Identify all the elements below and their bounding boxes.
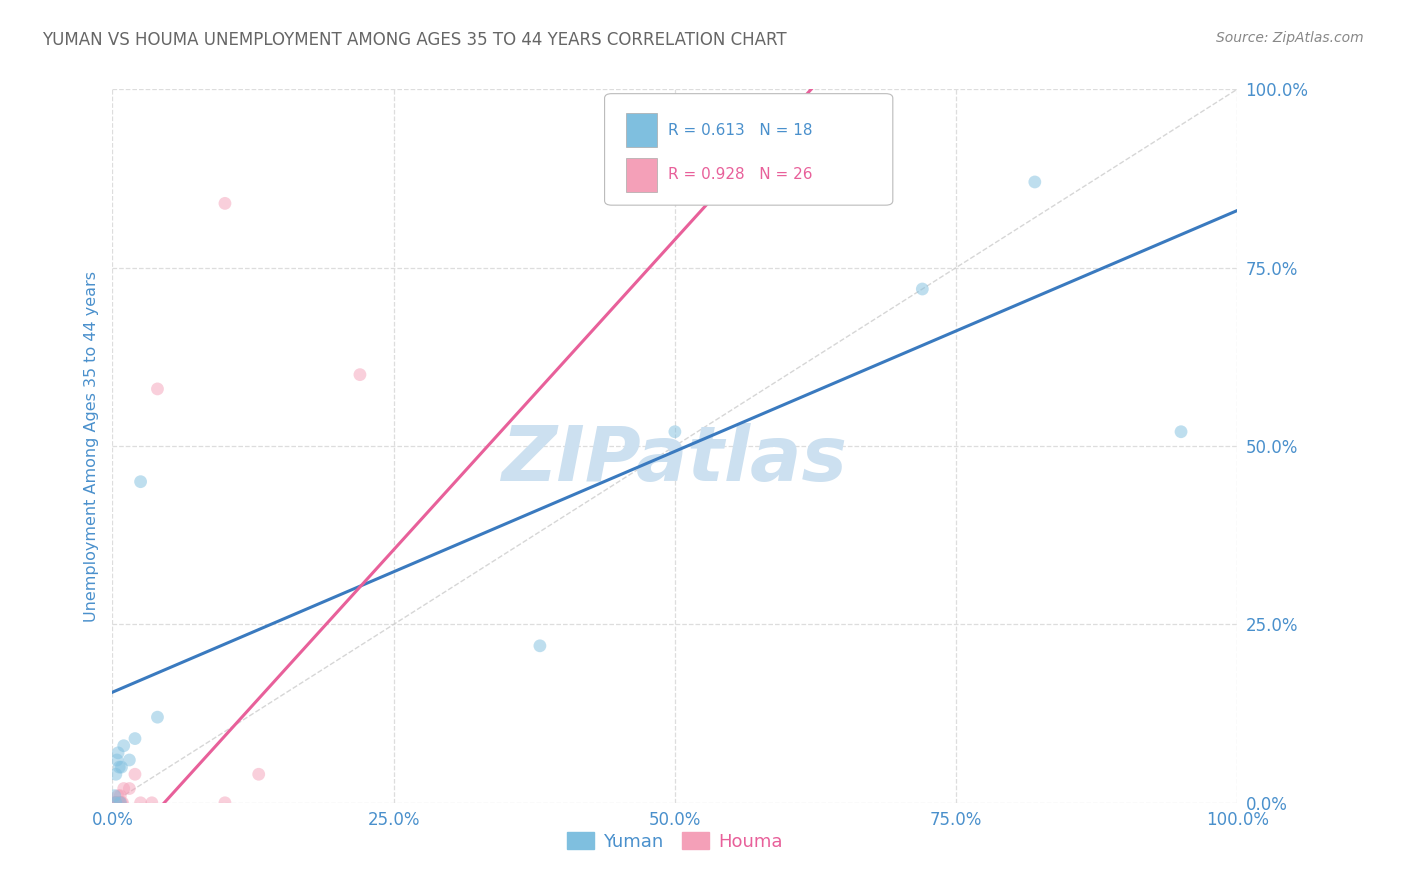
Point [1170,425,1192,439]
Text: YUMAN VS HOUMA UNEMPLOYMENT AMONG AGES 35 TO 44 YEARS CORRELATION CHART: YUMAN VS HOUMA UNEMPLOYMENT AMONG AGES 3… [42,31,787,49]
Point [104,789,127,803]
Point [110,796,132,810]
Point [112,739,135,753]
Text: R = 0.613   N = 18: R = 0.613 N = 18 [668,123,813,137]
Point [105,796,128,810]
Point [104,767,127,781]
Point [108,796,131,810]
Point [110,760,132,774]
Point [118,781,141,796]
Point [107,796,129,810]
Point [105,753,128,767]
Point [108,760,131,774]
Text: R = 0.928   N = 26: R = 0.928 N = 26 [668,168,813,182]
Point [110,789,132,803]
Point [110,796,132,810]
Point [118,753,141,767]
Point [104,796,127,810]
Point [529,639,551,653]
Point [214,796,236,810]
Point [146,710,169,724]
Point [104,796,127,810]
Point [124,767,146,781]
Text: ZIPatlas: ZIPatlas [502,424,848,497]
Point [911,282,934,296]
Text: Source: ZipAtlas.com: Source: ZipAtlas.com [1216,31,1364,45]
Point [141,796,163,810]
Point [110,796,132,810]
Point [1024,175,1046,189]
Point [104,796,127,810]
Point [664,425,686,439]
Point [107,746,129,760]
Point [105,796,128,810]
Point [146,382,169,396]
Point [129,475,152,489]
Point [104,796,127,810]
Point [108,796,131,810]
Point [247,767,270,781]
Point [112,781,135,796]
Point [129,796,152,810]
Point [107,789,129,803]
Y-axis label: Unemployment Among Ages 35 to 44 years: Unemployment Among Ages 35 to 44 years [83,270,98,622]
Point [104,796,127,810]
Point [103,796,125,810]
Point [124,731,146,746]
Legend: Yuman, Houma: Yuman, Houma [560,825,790,858]
Point [349,368,371,382]
Point [104,796,127,810]
Point [111,796,134,810]
Point [214,196,236,211]
